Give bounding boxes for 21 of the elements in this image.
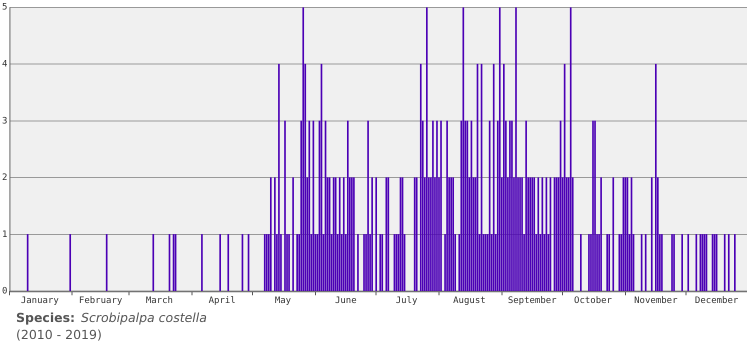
text: (2010 - 2019) — [16, 326, 103, 343]
x-tick-label: April — [208, 296, 236, 306]
text: Species: — [16, 310, 76, 325]
x-tick-label: August — [453, 296, 486, 306]
y-tick-label: 0 — [2, 286, 8, 297]
x-tick-label: May — [274, 296, 292, 306]
x-tick-label: February — [78, 296, 123, 306]
y-tick-label: 1 — [2, 230, 8, 240]
y-tick-label: 3 — [2, 116, 8, 126]
y-tick-label: 2 — [2, 173, 8, 184]
x-tick-label: December — [694, 296, 739, 306]
y-tick-label: 5 — [2, 2, 8, 13]
x-tick-label: March — [146, 296, 173, 306]
x-tick-label: July — [396, 296, 418, 306]
x-tick-label: October — [574, 296, 613, 306]
text: Scrobipalpa costella — [81, 310, 207, 325]
x-tick-label: June — [334, 296, 357, 306]
y-tick-label: 4 — [2, 60, 8, 70]
x-tick-label: September — [508, 296, 558, 306]
x-tick-label: November — [634, 296, 678, 306]
x-tick-label: January — [20, 296, 60, 306]
